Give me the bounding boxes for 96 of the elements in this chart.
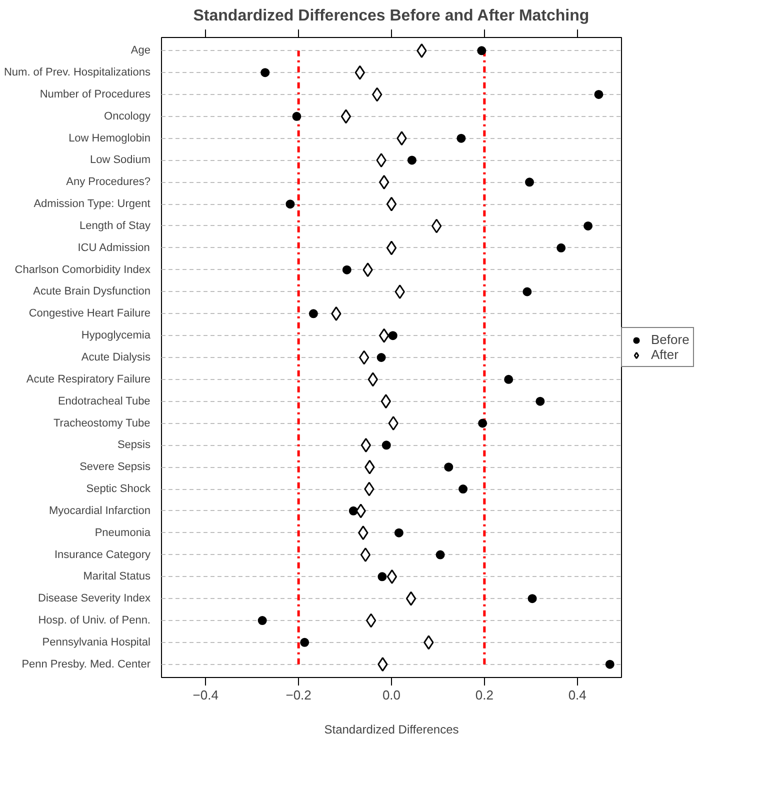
point bbox=[388, 416, 398, 431]
point bbox=[528, 594, 537, 604]
point bbox=[258, 616, 267, 626]
y-tick-label: Age bbox=[130, 44, 151, 57]
y-tick-label: Penn Presby. Med. Center bbox=[22, 658, 151, 670]
point bbox=[436, 550, 445, 560]
point bbox=[394, 528, 404, 538]
point bbox=[522, 287, 532, 296]
y-tick-label: Admission Type: Urgent bbox=[34, 198, 150, 210]
y-tick-label: Tracheostomy Tube bbox=[54, 417, 150, 430]
point bbox=[458, 484, 468, 494]
y-tick-label: Pneumonia bbox=[94, 526, 152, 539]
point bbox=[386, 569, 398, 584]
point bbox=[300, 638, 310, 647]
y-tick-label: Any Procedures? bbox=[66, 176, 151, 188]
point bbox=[358, 526, 368, 540]
y-tick-label: Low Hemoglobin bbox=[68, 132, 150, 144]
point bbox=[536, 396, 545, 406]
y-tick-label: Congestive Heart Failure bbox=[28, 308, 151, 320]
point bbox=[525, 178, 534, 187]
y-tick-label: Oncology bbox=[104, 110, 151, 122]
point bbox=[431, 218, 442, 234]
point bbox=[359, 350, 370, 365]
x-axis-title: Standardized Differences bbox=[324, 722, 459, 736]
point bbox=[368, 372, 378, 387]
point bbox=[292, 112, 302, 121]
point bbox=[394, 284, 405, 299]
point bbox=[594, 90, 604, 99]
y-tick-label: Charlson Comorbidity Index bbox=[14, 264, 151, 276]
y-tick-label: Marital Status bbox=[83, 570, 151, 583]
point bbox=[376, 152, 386, 168]
point bbox=[364, 482, 374, 496]
point bbox=[444, 462, 454, 472]
point bbox=[340, 109, 352, 124]
point bbox=[372, 87, 382, 102]
point bbox=[342, 265, 352, 274]
point bbox=[584, 222, 593, 230]
y-tick-label: Myocardial Infarction bbox=[49, 504, 151, 517]
point bbox=[406, 591, 416, 606]
point bbox=[366, 613, 376, 628]
point bbox=[348, 506, 358, 516]
x-tick-label: −0.4 bbox=[192, 688, 218, 702]
y-tick-label: Length of Stay bbox=[80, 220, 151, 232]
point bbox=[308, 309, 318, 318]
point bbox=[356, 504, 366, 518]
point bbox=[378, 572, 387, 582]
y-tick-label: Insurance Category bbox=[54, 548, 151, 561]
point bbox=[360, 438, 372, 452]
y-tick-label: Low Sodium bbox=[90, 154, 151, 166]
point bbox=[382, 440, 391, 450]
y-tick-label: Num. of Prev. Hospitalizations bbox=[4, 66, 151, 79]
y-tick-label: Acute Respiratory Failure bbox=[26, 373, 151, 386]
y-tick-label: Pennsylvania Hospital bbox=[42, 636, 151, 648]
x-tick-label: 0.0 bbox=[382, 688, 401, 702]
y-tick-label: Disease Severity Index bbox=[38, 592, 151, 605]
point bbox=[362, 262, 373, 278]
legend-label: After bbox=[651, 347, 680, 362]
x-tick-label: 0.2 bbox=[475, 688, 494, 702]
point bbox=[416, 43, 427, 58]
point bbox=[478, 418, 488, 428]
point bbox=[477, 46, 486, 56]
y-tick-label: Septic Shock bbox=[86, 483, 151, 496]
point bbox=[424, 635, 434, 650]
point bbox=[378, 174, 390, 190]
point bbox=[260, 68, 270, 78]
point bbox=[364, 460, 375, 474]
y-tick-label: Number of Procedures bbox=[40, 88, 151, 100]
y-tick-label: Severe Sepsis bbox=[80, 461, 151, 474]
point bbox=[378, 328, 390, 343]
y-tick-label: Hosp. of Univ. of Penn. bbox=[38, 614, 151, 627]
x-tick-label: −0.2 bbox=[286, 688, 312, 702]
legend-label: Before bbox=[651, 332, 690, 347]
point bbox=[286, 200, 295, 209]
point bbox=[331, 306, 342, 321]
point bbox=[556, 243, 566, 252]
point bbox=[386, 196, 397, 212]
point bbox=[386, 240, 397, 256]
y-tick-label: Endotracheal Tube bbox=[58, 395, 150, 408]
point bbox=[407, 156, 416, 165]
point bbox=[360, 548, 371, 562]
point bbox=[378, 657, 388, 672]
point bbox=[354, 65, 365, 80]
y-tick-label: Sepsis bbox=[117, 439, 151, 452]
x-tick-label: 0.4 bbox=[568, 688, 586, 702]
y-tick-label: Hypoglycemia bbox=[81, 330, 152, 342]
point bbox=[380, 394, 392, 409]
y-tick-label: Acute Brain Dysfunction bbox=[33, 286, 150, 298]
chart-title: Standardized Differences Before and After Matching bbox=[193, 8, 590, 24]
y-tick-label: ICU Admission bbox=[78, 242, 150, 254]
point bbox=[388, 331, 398, 340]
point bbox=[376, 353, 386, 362]
point bbox=[504, 374, 514, 384]
point bbox=[605, 660, 614, 669]
point bbox=[396, 131, 407, 146]
point bbox=[456, 134, 466, 143]
y-tick-label: Acute Dialysis bbox=[81, 352, 151, 364]
